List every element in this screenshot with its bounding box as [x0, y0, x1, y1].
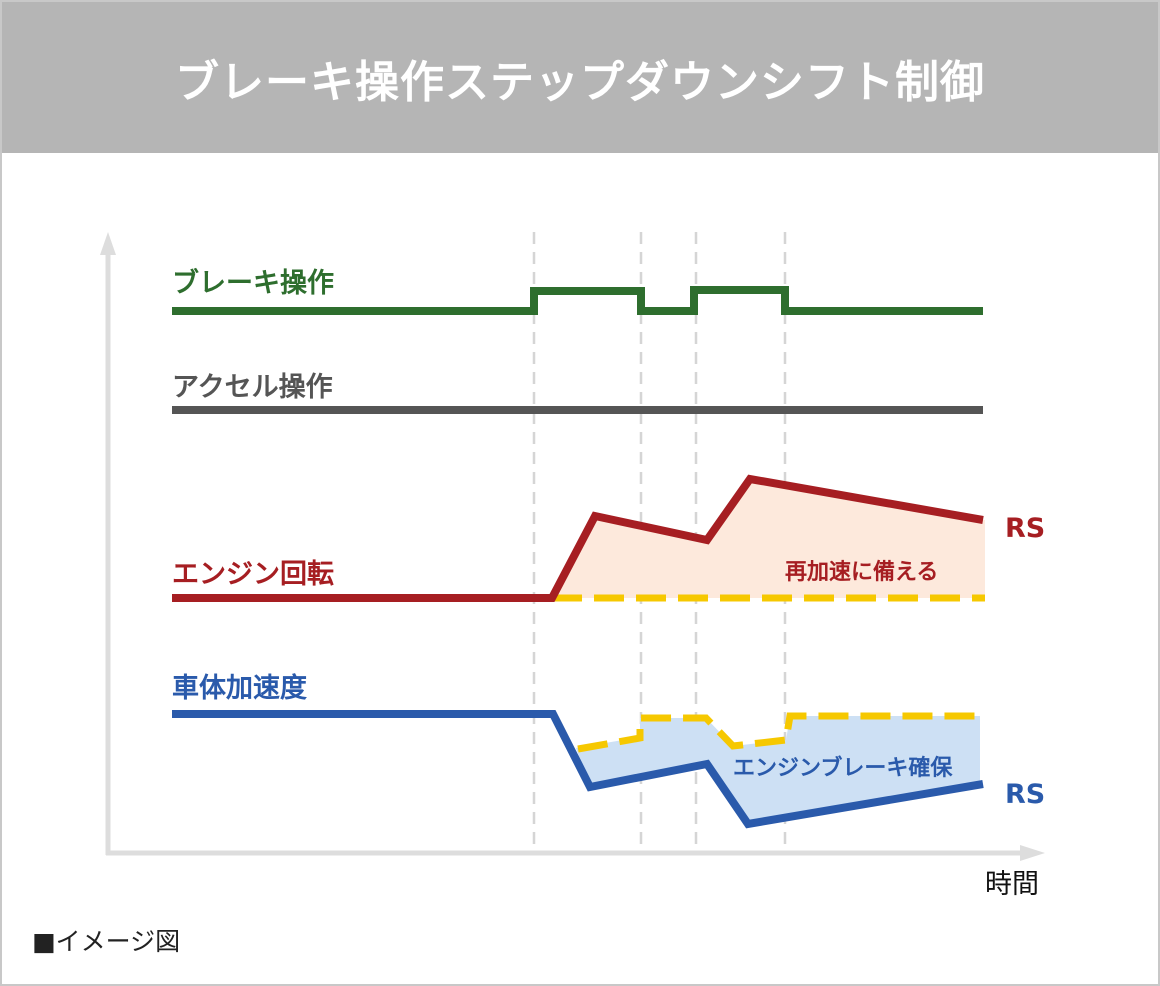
decel-line [172, 710, 984, 829]
brake-label: ブレーキ操作 [172, 267, 334, 299]
decel-rs-label: RS [1005, 779, 1045, 810]
x-axis-arrow [1020, 845, 1045, 861]
engine-annotation: 再加速に備える [785, 559, 938, 585]
x-axis-label: 時間 [985, 869, 1039, 900]
engine-rs-label: RS [1005, 513, 1045, 544]
title-bar: ブレーキ操作ステップダウンシフト制御 [2, 2, 1158, 153]
decel-annotation: エンジンブレーキ確保 [733, 755, 953, 781]
caption: ■イメージ図 [32, 927, 181, 956]
engine-brake-area [576, 716, 980, 824]
engine-label: エンジン回転 [172, 559, 334, 590]
accel-label: アクセル操作 [172, 372, 333, 403]
brake-signal-line [172, 286, 983, 315]
engine-speed-line [172, 474, 984, 602]
decel-reference-dashed-line [577, 712, 980, 753]
y-axis-arrow [100, 232, 116, 255]
diagram-title: ブレーキ操作ステップダウンシフト制御 [175, 56, 985, 108]
decel-label: 車体加速度 [172, 672, 307, 704]
engine-rise-area [552, 479, 985, 598]
